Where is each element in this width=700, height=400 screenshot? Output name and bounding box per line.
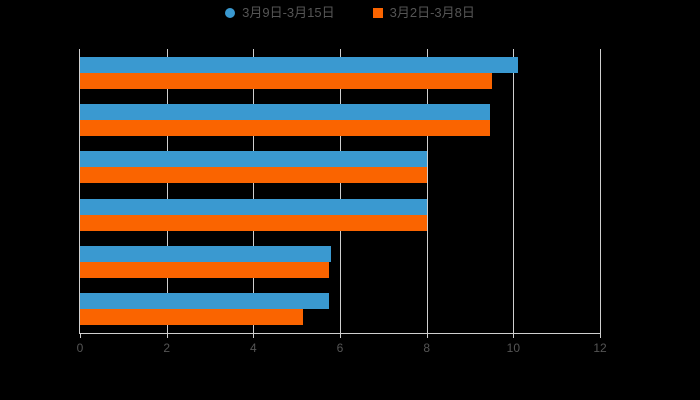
x-tick-label: 12 (593, 341, 607, 355)
bar[interactable] (80, 167, 427, 184)
gridline (426, 49, 428, 333)
x-tick-mark (80, 333, 81, 338)
bar[interactable] (80, 309, 304, 326)
bar[interactable] (80, 120, 490, 136)
x-axis-line (79, 333, 600, 334)
gridline (253, 49, 255, 333)
bar[interactable] (80, 151, 427, 168)
x-tick-mark (600, 333, 601, 338)
legend-label-series-1: 3月9日-3月15日 (242, 5, 335, 20)
bar[interactable] (80, 246, 332, 262)
x-tick-label: 0 (76, 341, 84, 355)
circle-marker-icon (225, 8, 236, 18)
bar[interactable] (80, 214, 427, 231)
bar[interactable] (80, 72, 492, 89)
legend-item-series-1[interactable]: 3月9日-3月15日 (225, 5, 335, 20)
x-tick-label: 8 (423, 341, 430, 355)
x-tick-label: 10 (506, 341, 521, 355)
bar[interactable] (80, 56, 518, 73)
gridline (600, 49, 601, 333)
x-tick-label: 6 (336, 341, 344, 355)
gridline (340, 49, 341, 333)
bar[interactable] (80, 198, 427, 215)
x-tick-mark (340, 333, 341, 338)
x-tick-mark (513, 333, 515, 338)
bar[interactable] (80, 262, 330, 278)
chart-legend: 3月9日-3月15日 3月2日-3月8日 (0, 6, 700, 20)
legend-label-series-2: 3月2日-3月8日 (389, 5, 475, 20)
x-tick-mark (253, 333, 255, 338)
legend-item-series-2[interactable]: 3月2日-3月8日 (372, 5, 475, 20)
x-tick-label: 2 (163, 341, 170, 355)
y-axis-line (79, 49, 80, 333)
square-marker-icon (372, 8, 383, 18)
bar[interactable] (80, 293, 330, 310)
x-tick-label: 4 (249, 341, 257, 355)
gridline (513, 49, 515, 333)
x-tick-mark (166, 333, 168, 338)
bar[interactable] (80, 104, 490, 120)
x-tick-mark (426, 333, 428, 338)
gridline (166, 49, 168, 333)
